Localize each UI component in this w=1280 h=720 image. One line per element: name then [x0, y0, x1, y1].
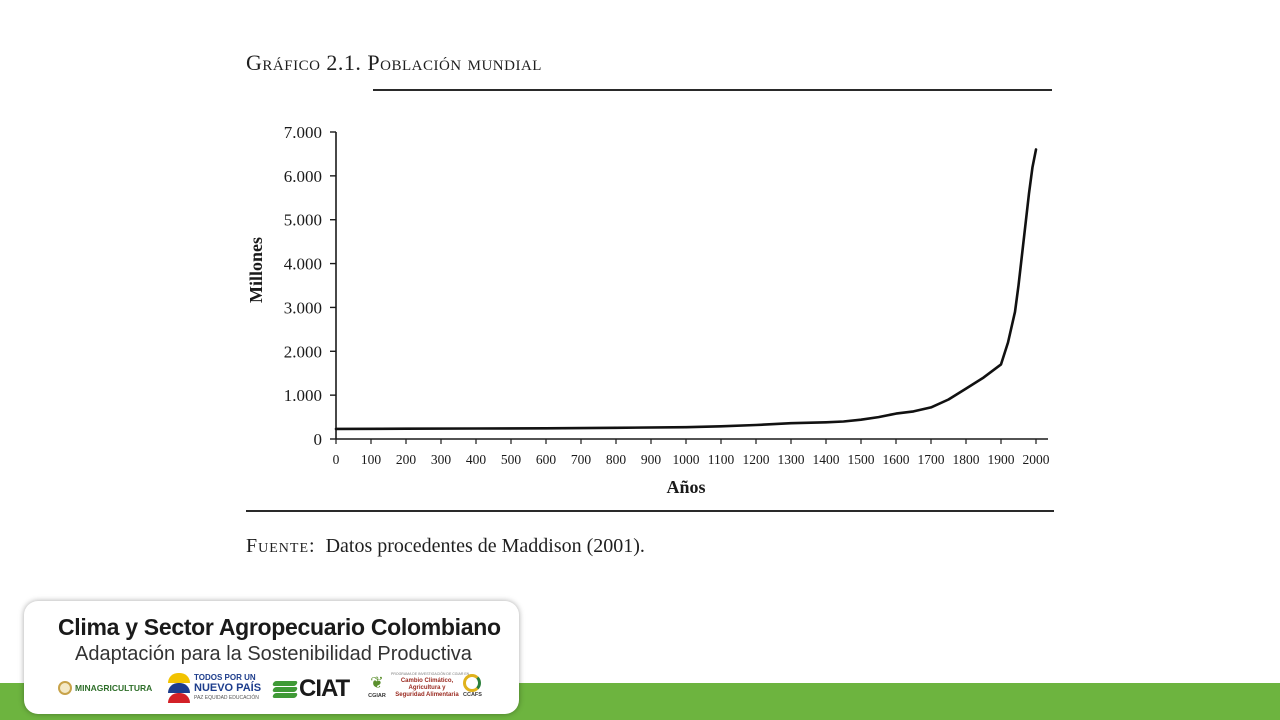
card-subtitle: Adaptación para la Sostenibilidad Produc… [75, 643, 472, 665]
y-tick-label: 6.000 [284, 167, 322, 186]
ciat-logo: CIAT [271, 675, 350, 703]
axes [335, 132, 1048, 440]
ccafs-line2: Agricultura y [408, 685, 446, 691]
ccafs-line3: Seguridad Alimentaria [395, 692, 459, 698]
y-tick-label: 5.000 [284, 211, 322, 230]
colombia-flag-icon [168, 673, 190, 703]
x-tick-label: 1200 [743, 452, 770, 467]
tpnp-line2: NUEVO PAÍS [194, 682, 262, 694]
x-tick-label: 1600 [883, 452, 910, 467]
x-tick-label: 600 [536, 452, 557, 467]
wheat-icon: ❦ [370, 673, 384, 692]
minagricultura-logo: MINAGRICULTURA [58, 681, 152, 695]
x-tick-label: 1800 [953, 452, 980, 467]
x-axis-ticks: 0 100 200 300 400 500 600 700 800 900 1000 1100 1200… [333, 439, 1050, 467]
ccafs-logo: CCAFS [463, 674, 482, 698]
x-tick-label: 1900 [988, 452, 1015, 467]
source-rule [246, 510, 1054, 512]
y-axis-label: Millones [246, 237, 266, 303]
minagricultura-text: MINAGRICULTURA [75, 683, 153, 693]
leaf-icon [271, 679, 299, 699]
x-tick-label: 100 [361, 452, 382, 467]
x-tick-label: 500 [501, 452, 522, 467]
y-tick-label: 7.000 [284, 123, 322, 142]
ccafs-text: CCAFS [463, 692, 482, 698]
cgiar-text: CGIAR [368, 693, 386, 699]
cgiar-logo: ❦ CGIAR [368, 673, 386, 699]
ccafs-circle-icon [463, 674, 482, 692]
x-tick-label: 1100 [708, 452, 735, 467]
x-tick-label: 800 [606, 452, 627, 467]
x-tick-label: 400 [466, 452, 487, 467]
project-card: Clima y Sector Agropecuario Colombiano A… [24, 601, 519, 714]
ccafs-small-text: PROGRAMA DE INVESTIGACIÓN DE CGIAR EN [391, 672, 470, 676]
y-tick-label: 3.000 [284, 298, 322, 317]
x-tick-label: 1500 [848, 452, 875, 467]
y-tick-label: 0 [314, 430, 323, 449]
x-tick-label: 200 [396, 452, 417, 467]
x-tick-label: 1400 [813, 452, 840, 467]
ciat-text: CIAT [299, 675, 350, 702]
card-title: Clima y Sector Agropecuario Colombiano [58, 614, 501, 640]
source-label: Fuente: [246, 535, 316, 557]
partner-logos: MINAGRICULTURA TODOS POR UN NUEVO PAÍS P… [58, 671, 508, 707]
y-tick-label: 4.000 [284, 255, 322, 274]
x-tick-label: 1700 [918, 452, 945, 467]
y-tick-label: 2.000 [284, 342, 322, 361]
chart-title: Gráfico 2.1. Población mundial [246, 50, 542, 75]
x-tick-label: 1000 [673, 452, 700, 467]
x-tick-label: 0 [333, 452, 340, 467]
title-rule [373, 89, 1052, 91]
seal-icon [58, 681, 72, 695]
x-tick-label: 2000 [1023, 452, 1050, 467]
x-axis-label: Años [666, 477, 705, 497]
x-tick-label: 300 [431, 452, 452, 467]
ccafs-line1: Cambio Climático, [400, 678, 454, 684]
y-tick-label: 1.000 [284, 386, 322, 405]
x-tick-label: 1300 [778, 452, 805, 467]
tpnp-line3: PAZ EQUIDAD EDUCACIÓN [194, 695, 259, 701]
todos-por-un-nuevo-pais-logo: TODOS POR UN NUEVO PAÍS PAZ EQUIDAD EDUC… [168, 673, 261, 703]
source-text: Datos procedentes de Maddison (2001). [325, 535, 645, 557]
ccafs-program-text: PROGRAMA DE INVESTIGACIÓN DE CGIAR EN Ca… [391, 671, 470, 699]
y-axis-ticks: 0 1.000 2.000 3.000 4.000 5.000 6.000 7.000 [284, 123, 336, 449]
population-line [334, 148, 1038, 431]
x-tick-label: 700 [571, 452, 592, 467]
source-note: Fuente: Datos procedentes de Maddison (20… [246, 535, 645, 558]
x-tick-label: 900 [641, 452, 662, 467]
series-layer [334, 148, 1038, 431]
tpnp-line1: TODOS POR UN [194, 673, 256, 682]
